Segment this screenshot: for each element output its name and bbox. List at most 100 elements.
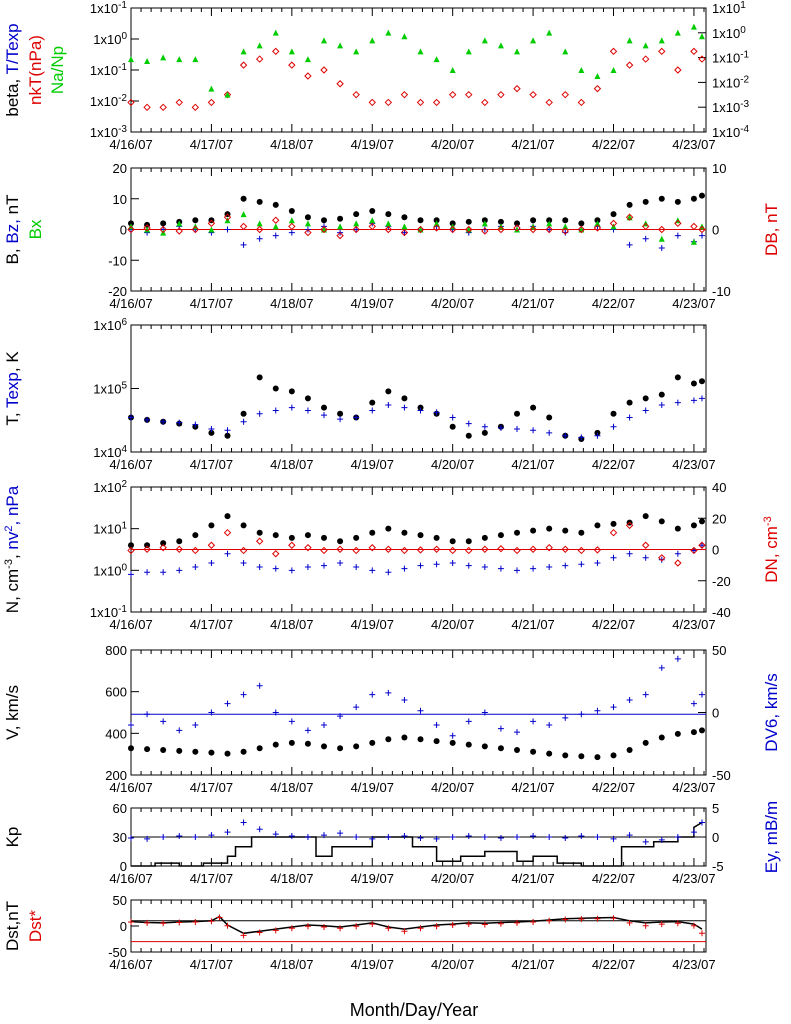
data-point — [698, 192, 705, 199]
data-point — [642, 395, 649, 402]
data-point — [449, 220, 456, 227]
data-point — [658, 37, 665, 44]
x-tick-label: 4/19/07 — [351, 871, 394, 886]
y-axis-label-part: Kp — [3, 827, 22, 848]
x-tick-label: 4/23/07 — [672, 780, 715, 795]
data-point — [698, 518, 705, 525]
data-point — [497, 745, 504, 752]
data-point — [433, 409, 440, 416]
y-tick-label: 30 — [113, 830, 127, 845]
data-point — [272, 831, 279, 838]
data-point — [336, 80, 344, 88]
x-tick-label: 4/20/07 — [431, 617, 474, 632]
data-point — [642, 198, 649, 205]
data-point — [610, 423, 617, 430]
y-tick-label-right: 1x10-4 — [712, 124, 750, 141]
data-point — [192, 722, 199, 728]
data-point — [481, 834, 488, 840]
data-point — [674, 834, 681, 840]
data-point — [160, 569, 167, 576]
data-point — [642, 42, 649, 49]
data-point — [594, 915, 601, 922]
data-point — [530, 404, 537, 411]
data-point — [385, 401, 392, 408]
data-point — [642, 407, 649, 414]
data-point — [698, 542, 705, 549]
data-point — [698, 33, 705, 40]
data-point — [337, 559, 344, 566]
data-point — [610, 67, 617, 73]
data-point — [369, 217, 376, 224]
data-point — [240, 410, 247, 417]
data-point — [304, 407, 311, 414]
x-tick-label: 4/22/07 — [592, 871, 635, 886]
data-point — [690, 222, 698, 231]
data-point — [514, 220, 521, 227]
data-point — [658, 921, 665, 928]
data-point — [546, 750, 553, 757]
panel-velocity: 4/16/07 4/17/07 4/18/07 4/19/07 4/20/07 4/21/… — [3, 643, 781, 795]
data-point — [530, 527, 537, 534]
data-point — [272, 927, 279, 934]
data-point — [674, 232, 681, 239]
data-point — [288, 404, 295, 411]
data-point — [529, 225, 537, 234]
data-point — [144, 57, 151, 64]
data-point — [160, 718, 167, 725]
data-point — [562, 916, 569, 923]
data-point — [481, 220, 488, 227]
data-point — [304, 532, 311, 539]
y-axis-label-right-part: -3 — [762, 516, 774, 526]
data-point — [288, 388, 295, 395]
y-axis-label: V, km/s — [3, 685, 22, 740]
data-point — [481, 921, 488, 928]
data-point — [546, 414, 553, 421]
data-point — [240, 195, 247, 202]
data-point — [240, 211, 247, 218]
data-point — [594, 73, 601, 80]
y-tick-label: 1x105 — [93, 380, 127, 397]
data-point — [288, 833, 295, 840]
data-point — [432, 545, 441, 553]
data-point — [192, 217, 199, 224]
data-point — [288, 48, 295, 55]
data-point — [674, 399, 681, 406]
data-point — [160, 540, 167, 547]
data-point — [481, 709, 488, 716]
data-point — [128, 542, 134, 549]
x-tick-label: 4/18/07 — [270, 457, 313, 472]
data-point — [530, 217, 537, 224]
data-point — [674, 525, 681, 532]
data-point — [208, 85, 215, 92]
data-point — [690, 922, 697, 929]
data-point — [698, 232, 705, 239]
x-tick-label: 4/19/07 — [351, 617, 394, 632]
data-point — [256, 682, 263, 689]
data-point — [192, 919, 199, 926]
x-axis-label: Month/Day/Year — [350, 1000, 478, 1020]
data-point — [224, 829, 231, 836]
data-point — [658, 556, 665, 563]
data-point — [401, 404, 408, 411]
data-point — [369, 835, 376, 842]
data-point — [433, 220, 440, 227]
plot-frame — [130, 7, 707, 133]
data-point — [400, 546, 409, 555]
x-tick-label: 4/20/07 — [431, 296, 474, 311]
data-point — [449, 414, 456, 421]
data-point — [593, 224, 602, 232]
data-point — [481, 227, 489, 235]
y-tick-label-right: 0 — [712, 830, 719, 845]
data-point — [159, 543, 167, 552]
y-axis-label: T, Texp, K — [3, 351, 22, 426]
data-point — [562, 834, 569, 841]
data-point — [385, 388, 392, 395]
data-point — [144, 226, 151, 233]
data-point — [176, 220, 183, 227]
data-point — [609, 528, 618, 537]
x-tick-label: 4/23/07 — [672, 617, 715, 632]
y-axis-label3-part: Na/Np — [48, 46, 67, 94]
data-point — [207, 219, 216, 228]
data-point — [288, 534, 295, 541]
data-point — [144, 569, 151, 576]
